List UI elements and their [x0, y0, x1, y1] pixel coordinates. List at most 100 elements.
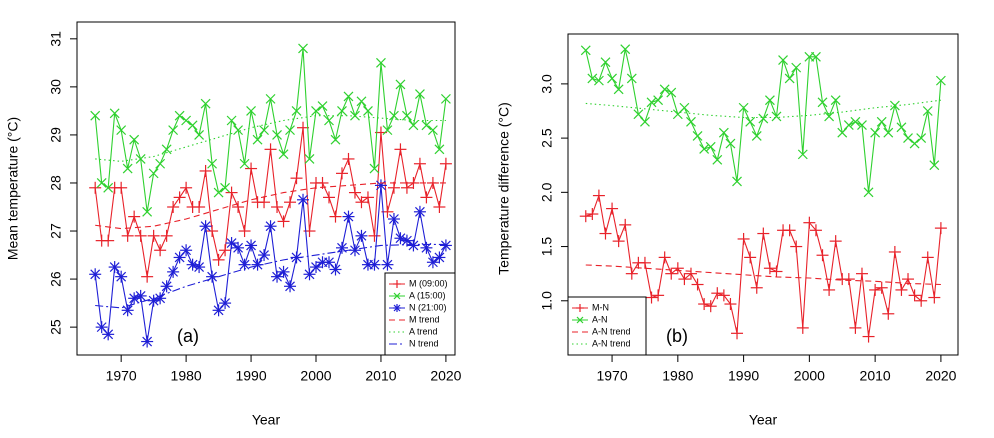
data-point: [304, 154, 315, 164]
data-point: [102, 234, 115, 247]
legend-label: M-N: [592, 302, 609, 312]
marker-stroke: [246, 240, 256, 251]
data-point: [355, 229, 368, 242]
marker-stroke: [797, 149, 808, 160]
data-point: [420, 191, 433, 204]
series-line: [95, 182, 446, 230]
data-point: [134, 289, 147, 302]
y-tick-label: 28: [48, 175, 64, 191]
data-point: [770, 265, 783, 278]
data-point: [116, 125, 127, 136]
data-point: [712, 154, 723, 165]
data-point: [895, 283, 908, 296]
marker-stroke: [791, 62, 802, 73]
data-point: [698, 298, 711, 311]
data-point: [277, 215, 290, 228]
data-point: [790, 240, 803, 253]
y-tick-label: 31: [48, 31, 64, 47]
marker-stroke: [593, 75, 604, 86]
marker-stroke: [109, 262, 120, 272]
data-point: [751, 131, 762, 141]
marker-stroke: [259, 125, 269, 136]
data-point: [226, 115, 237, 126]
data-point: [323, 191, 335, 204]
legend-label: M (09:00): [409, 278, 448, 288]
data-point: [174, 110, 185, 121]
marker-stroke: [376, 180, 386, 191]
data-point: [102, 328, 115, 341]
marker-stroke: [395, 233, 406, 244]
y-tick-label: 30: [48, 79, 64, 95]
data-point: [407, 239, 420, 252]
marker-stroke: [103, 329, 114, 340]
data-point: [791, 62, 802, 73]
data-point: [692, 131, 703, 141]
marker-stroke: [194, 129, 205, 140]
marker-stroke: [155, 158, 166, 169]
data-point: [96, 178, 107, 188]
data-point: [778, 55, 788, 65]
x-tick-label: 2000: [300, 368, 331, 384]
data-point: [843, 120, 854, 131]
panel-label: (a): [177, 326, 199, 346]
data-point: [181, 115, 192, 126]
marker-stroke: [122, 163, 133, 174]
marker-stroke: [896, 122, 907, 133]
x-axis-label: Year: [749, 412, 778, 428]
data-point: [232, 201, 245, 213]
data-point: [89, 181, 102, 194]
marker-stroke: [408, 240, 419, 251]
data-point: [310, 261, 323, 274]
marker-stroke: [382, 259, 393, 270]
marker-stroke: [168, 125, 179, 136]
marker-stroke: [298, 194, 308, 205]
data-point: [908, 289, 921, 302]
y-tick-label: 1.0: [539, 291, 555, 311]
data-point: [311, 105, 321, 116]
y-axis-label: Temperature difference (°C): [496, 102, 512, 275]
data-point: [187, 120, 198, 131]
marker-stroke: [922, 106, 933, 116]
data-point: [796, 321, 809, 334]
data-point: [258, 196, 271, 209]
data-point: [830, 95, 841, 106]
data-point: [238, 225, 251, 238]
marker-stroke: [929, 160, 940, 171]
data-point: [207, 158, 218, 169]
data-point: [809, 224, 822, 237]
marker-stroke: [272, 129, 282, 140]
marker-stroke: [580, 45, 591, 56]
x-tick-label: 1980: [171, 368, 202, 384]
data-point: [757, 227, 770, 240]
marker-stroke: [246, 105, 256, 116]
data-point: [870, 127, 881, 138]
y-tick-label: 26: [48, 271, 64, 287]
marker-stroke: [600, 57, 611, 68]
data-point: [161, 144, 172, 155]
marker-stroke: [181, 245, 192, 256]
data-point: [875, 281, 888, 294]
data-point: [612, 235, 625, 248]
marker-stroke: [916, 133, 927, 144]
marker-stroke: [181, 115, 192, 126]
data-point: [408, 120, 419, 131]
marker-stroke: [440, 93, 451, 104]
data-point: [264, 220, 277, 233]
data-point: [376, 57, 386, 68]
marker-stroke: [239, 259, 250, 270]
marker-stroke: [935, 75, 946, 86]
data-point: [246, 105, 256, 116]
data-point: [889, 100, 900, 111]
legend-box: [567, 296, 647, 356]
data-point: [271, 201, 284, 213]
data-point: [109, 108, 120, 119]
series-line: [95, 115, 446, 162]
data-point: [374, 179, 387, 192]
data-point: [658, 251, 671, 264]
marker-stroke: [850, 116, 861, 127]
marker-stroke: [725, 138, 736, 149]
data-point: [916, 133, 927, 144]
data-point: [896, 122, 907, 133]
data-point: [206, 225, 219, 238]
x-tick-label: 2020: [430, 368, 461, 384]
